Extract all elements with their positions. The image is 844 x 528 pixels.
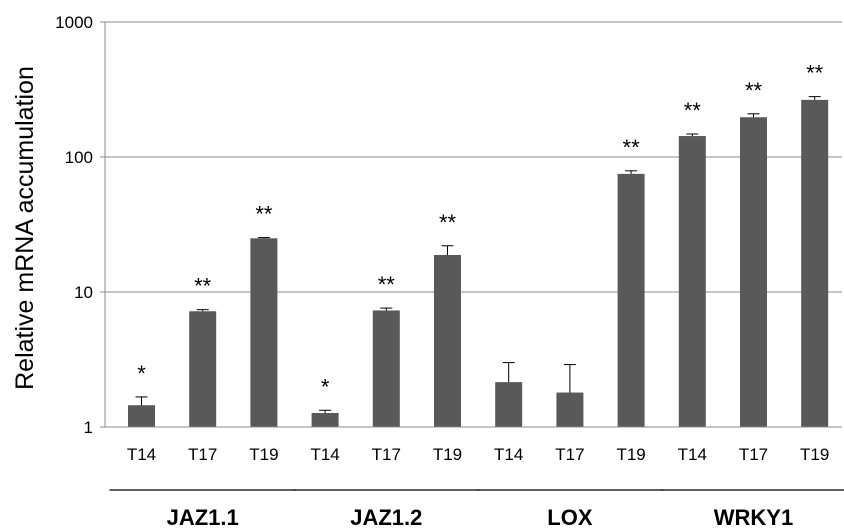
- bar: [250, 238, 278, 427]
- bar: [434, 254, 461, 427]
- significance-label: **: [806, 61, 824, 86]
- bar: [495, 382, 523, 427]
- y-axis-label: Relative mRNA accumulation: [11, 66, 39, 390]
- x-tick-label: T14: [127, 445, 156, 464]
- significance-label: **: [684, 98, 702, 123]
- bar: [372, 310, 400, 427]
- y-tick-label: 1000: [55, 13, 93, 32]
- significance-label: **: [439, 210, 457, 235]
- significance-label: **: [623, 135, 641, 160]
- significance-label: **: [194, 274, 212, 299]
- x-tick-label: T19: [800, 445, 829, 464]
- bar: [801, 99, 829, 427]
- y-tick-label: 10: [74, 283, 93, 302]
- bar: [678, 136, 706, 427]
- bar: [311, 412, 339, 427]
- bar: [740, 117, 767, 427]
- x-tick-label: T14: [494, 445, 523, 464]
- x-tick-label: T17: [188, 445, 217, 464]
- significance-label: **: [378, 272, 396, 297]
- x-tick-label: T17: [555, 445, 584, 464]
- x-tick-label: T19: [433, 445, 462, 464]
- bar: [556, 392, 584, 427]
- group-label: LOX: [547, 505, 593, 528]
- group-label: WRKY1: [714, 505, 793, 528]
- x-tick-label: T14: [310, 445, 339, 464]
- significance-label: *: [137, 361, 146, 386]
- y-tick-label: 100: [65, 148, 93, 167]
- bars: [128, 96, 829, 427]
- x-tick-label: T14: [678, 445, 707, 464]
- bar: [128, 405, 155, 427]
- group-label: JAZ1.2: [350, 505, 422, 528]
- group-label: JAZ1.1: [167, 505, 239, 528]
- x-tick-label: T17: [739, 445, 768, 464]
- y-tick-label: 1: [84, 418, 93, 437]
- significance-label: *: [321, 374, 330, 399]
- x-tick-label: T19: [616, 445, 645, 464]
- axes: [100, 21, 844, 491]
- significance-label: **: [745, 78, 763, 103]
- gridlines: [105, 21, 842, 293]
- significance-label: **: [255, 202, 273, 227]
- bar: [617, 173, 645, 427]
- x-tick-label: T19: [249, 445, 278, 464]
- x-tick-label: T17: [372, 445, 401, 464]
- labels: 1 10 100 1000 * T14 ** T17 ** T19 JAZ1.1 * T14 ** T17 *…: [55, 13, 829, 528]
- bar: [189, 311, 217, 427]
